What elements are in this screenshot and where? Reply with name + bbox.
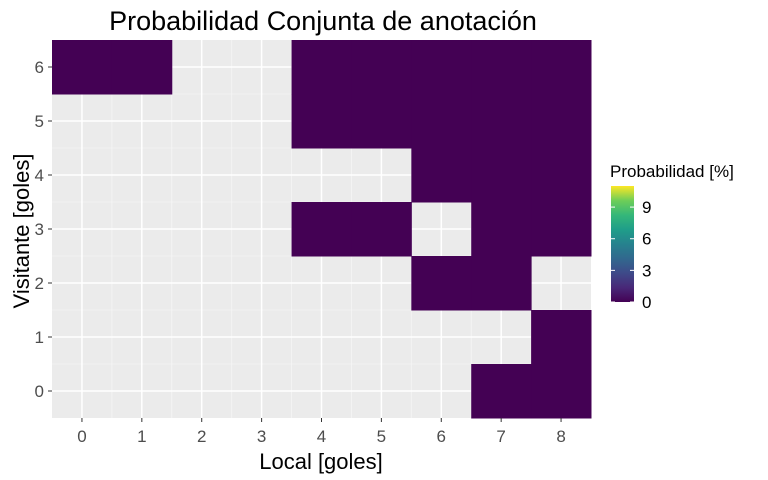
heatmap-cell: [52, 40, 113, 95]
x-axis: 0 1 2 3 4 5 6 7 8: [77, 418, 566, 446]
x-axis-title: Local [goles]: [259, 449, 383, 474]
x-tick-label: 4: [317, 427, 326, 446]
heatmap-cell: [531, 94, 592, 149]
x-tick-label: 7: [496, 427, 505, 446]
heatmap-cells: [52, 40, 592, 419]
y-tick-label: 5: [35, 112, 44, 131]
heatmap-cell: [111, 40, 173, 95]
heatmap-cell: [531, 364, 592, 419]
colorbar-tick-label: 6: [642, 230, 651, 249]
y-tick-label: 2: [35, 274, 44, 293]
colorbar-tick-label: 9: [642, 198, 651, 217]
heatmap-cell: [531, 202, 592, 257]
legend-title: Probabilidad [%]: [610, 162, 734, 181]
x-tick-label: 5: [377, 427, 386, 446]
heatmap-cell: [531, 40, 592, 95]
heatmap-cell: [291, 202, 352, 257]
heatmap-cell: [471, 94, 532, 149]
y-tick-label: 3: [35, 220, 44, 239]
y-tick-label: 0: [35, 382, 44, 401]
chart-title: Probabilidad Conjunta de anotación: [109, 6, 537, 36]
x-tick-label: 2: [197, 427, 206, 446]
x-tick-label: 6: [437, 427, 446, 446]
y-axis-title: Visitante [goles]: [9, 154, 34, 309]
x-tick-label: 0: [77, 427, 86, 446]
heatmap-cell: [531, 310, 592, 365]
heatmap-cell: [471, 364, 532, 419]
colorbar-tick-label: 3: [642, 261, 651, 280]
heatmap-cell: [291, 40, 352, 95]
heatmap-cell: [411, 148, 472, 203]
x-tick-label: 1: [137, 427, 146, 446]
heatmap-cell: [531, 148, 592, 203]
x-tick-label: 8: [556, 427, 565, 446]
heatmap-cell: [471, 256, 532, 311]
heatmap-cell: [471, 148, 532, 203]
heatmap-cell: [411, 94, 472, 149]
x-tick-label: 3: [257, 427, 266, 446]
colorbar-tick-label: 0: [642, 293, 651, 312]
y-tick-label: 6: [35, 58, 44, 77]
heatmap-cell: [351, 202, 412, 257]
colorbar-ticks: 0 3 6 9: [611, 198, 651, 312]
heatmap-cell: [471, 202, 532, 257]
heatmap-cell: [291, 94, 352, 149]
y-tick-label: 4: [35, 166, 44, 185]
heatmap-cell: [471, 40, 532, 95]
heatmap-cell: [351, 40, 412, 95]
heatmap-cell: [411, 40, 472, 95]
colorbar: [611, 186, 634, 302]
y-axis: 0 1 2 3 4 5 6: [35, 58, 52, 401]
color-legend: Probabilidad [%] 0 3 6 9: [610, 162, 734, 312]
heatmap-cell: [351, 94, 412, 149]
y-tick-label: 1: [35, 328, 44, 347]
heatmap-cell: [411, 256, 472, 311]
